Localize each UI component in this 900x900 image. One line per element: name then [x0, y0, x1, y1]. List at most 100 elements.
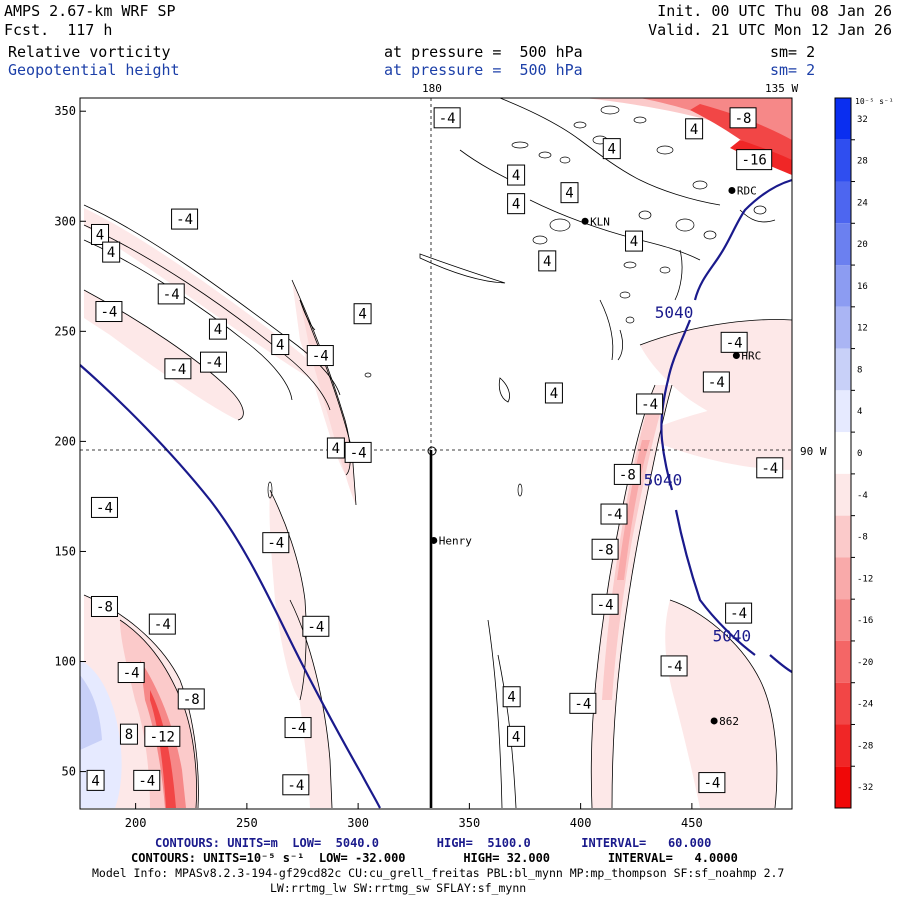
x-tick-label: 200 — [125, 816, 147, 830]
vorticity-label-box — [117, 662, 145, 684]
vorticity-label: 4 — [550, 386, 558, 402]
vorticity-label: 4 — [91, 773, 99, 789]
colorbar-swatch — [835, 640, 851, 683]
colorbar-level: -8 — [857, 533, 868, 543]
y-tick-label: 50 — [62, 765, 76, 779]
vorticity-label: -4 — [312, 349, 329, 365]
y-tick-label: 150 — [54, 544, 76, 558]
vorticity-label-box — [736, 149, 773, 171]
vorticity-label-box — [200, 351, 227, 373]
vorticity-label: -4 — [96, 500, 113, 516]
vorticity-label-box — [602, 138, 621, 160]
colorbar-swatch — [835, 390, 851, 433]
colorbar-level: -20 — [857, 658, 873, 668]
y-axis-ticks: 350 300 250 200 150 100 50 — [54, 104, 86, 779]
height-label: 5040 — [644, 470, 683, 489]
vorticity-label-box — [119, 723, 138, 745]
vorticity-label-box — [660, 655, 688, 677]
footer-vorticity-contours: CONTOURS: UNITS=10⁻⁵ s⁻¹ LOW= -32.000 HI… — [131, 851, 738, 865]
vorticity-label-box — [86, 769, 105, 791]
vorticity-label-box — [344, 441, 372, 463]
vorticity-label: -4 — [641, 397, 658, 413]
vorticity-label-box — [282, 774, 310, 796]
vorticity-label-box — [433, 107, 461, 129]
vorticity-label-box — [302, 615, 330, 637]
station-label: KLN — [590, 215, 610, 228]
vorticity-label: -4 — [205, 355, 222, 371]
vorticity-label: 4 — [512, 168, 520, 184]
x-axis-ticks: 200 250 300 350 400 450 — [125, 803, 703, 830]
vorticity-label-box — [538, 250, 557, 272]
colorbar-swatch — [835, 265, 851, 307]
vorticity-label: -4 — [169, 362, 186, 378]
vorticity-label-box — [148, 613, 176, 635]
colorbar-level: -16 — [857, 616, 873, 626]
vorticity-label: -4 — [287, 778, 304, 794]
vorticity-label: -4 — [666, 659, 683, 675]
vorticity-label-box — [171, 208, 199, 230]
station-label: RDC — [737, 184, 757, 197]
meridian-180-label: 180 — [422, 82, 442, 95]
model-title: AMPS 2.67-km WRF SP — [4, 2, 176, 20]
colorbar-swatch — [835, 98, 851, 140]
station-label: 862 — [719, 715, 739, 728]
vorticity-label-box — [569, 692, 597, 714]
vorticity-label: -8 — [735, 111, 752, 127]
vorticity-label: 4 — [543, 254, 551, 270]
field2-name: Geopotential height — [8, 61, 180, 79]
colorbar-swatch — [835, 473, 851, 516]
parallel-90w-label: 90 W — [800, 445, 827, 458]
init-time: Init. 00 UTC Thu 08 Jan 26 — [657, 2, 892, 20]
field2-level: at pressure = 500 hPa — [384, 61, 583, 79]
vorticity-label: -4 — [176, 212, 193, 228]
colorbar-level: 32 — [857, 115, 868, 125]
footer-model-info: Model Info: MPASv8.2.3-194-gf29cd82c CU:… — [92, 866, 785, 880]
colorbar-frame — [834, 97, 852, 809]
vorticity-label: 4 — [630, 234, 638, 250]
vorticity-label-box — [729, 107, 757, 129]
field1-level: at pressure = 500 hPa — [384, 43, 583, 61]
vorticity-label-box — [725, 602, 753, 624]
vorticity-label: 4 — [565, 186, 573, 202]
station-label: Henry — [439, 534, 472, 547]
colorbar-swatch — [835, 682, 851, 725]
x-tick-label: 300 — [347, 816, 369, 830]
transect-start-marker — [427, 446, 437, 456]
vorticity-label: 4 — [107, 245, 115, 261]
vorticity-label-box — [544, 382, 563, 404]
vorticity-label: 8 — [125, 727, 133, 743]
vorticity-label: -4 — [138, 773, 155, 789]
vorticity-label-box — [284, 717, 312, 739]
vorticity-label-box — [271, 334, 290, 356]
vorticity-label: 4 — [276, 338, 284, 354]
vorticity-label: -4 — [726, 335, 743, 351]
valid-time: Valid. 21 UTC Mon 12 Jan 26 — [648, 21, 892, 39]
vorticity-label: -4 — [439, 111, 456, 127]
vorticity-label: -4 — [703, 776, 720, 792]
x-tick-label: 350 — [459, 816, 481, 830]
vorticity-label: 4 — [507, 690, 515, 706]
vorticity-label-box — [625, 230, 644, 252]
vorticity-label: -4 — [606, 507, 623, 523]
vorticity-contour-labels: -444-8-1644444-444-44-444-4-4-4-4-44-44-… — [86, 107, 784, 796]
vorticity-label-box — [177, 688, 205, 710]
y-tick-label: 250 — [54, 324, 76, 338]
vorticity-label-box — [600, 503, 628, 525]
vorticity-label-box — [91, 223, 110, 245]
colorbar-level: -24 — [857, 700, 873, 710]
x-tick-label: 450 — [681, 816, 703, 830]
vorticity-label: -4 — [574, 696, 591, 712]
vorticity-label-box — [560, 182, 579, 204]
vorticity-label-box — [591, 593, 619, 615]
field1-smoothing: sm= 2 — [770, 43, 816, 61]
vorticity-label-box — [133, 769, 161, 791]
vorticity-label-box — [636, 393, 664, 415]
vorticity-label: -4 — [290, 721, 307, 737]
vorticity-label: -4 — [123, 666, 140, 682]
vorticity-label-box — [507, 193, 526, 215]
vorticity-label-box — [102, 241, 121, 263]
vorticity-label: -8 — [183, 692, 200, 708]
vorticity-label: 4 — [608, 142, 616, 158]
colorbar-swatch — [835, 432, 851, 474]
